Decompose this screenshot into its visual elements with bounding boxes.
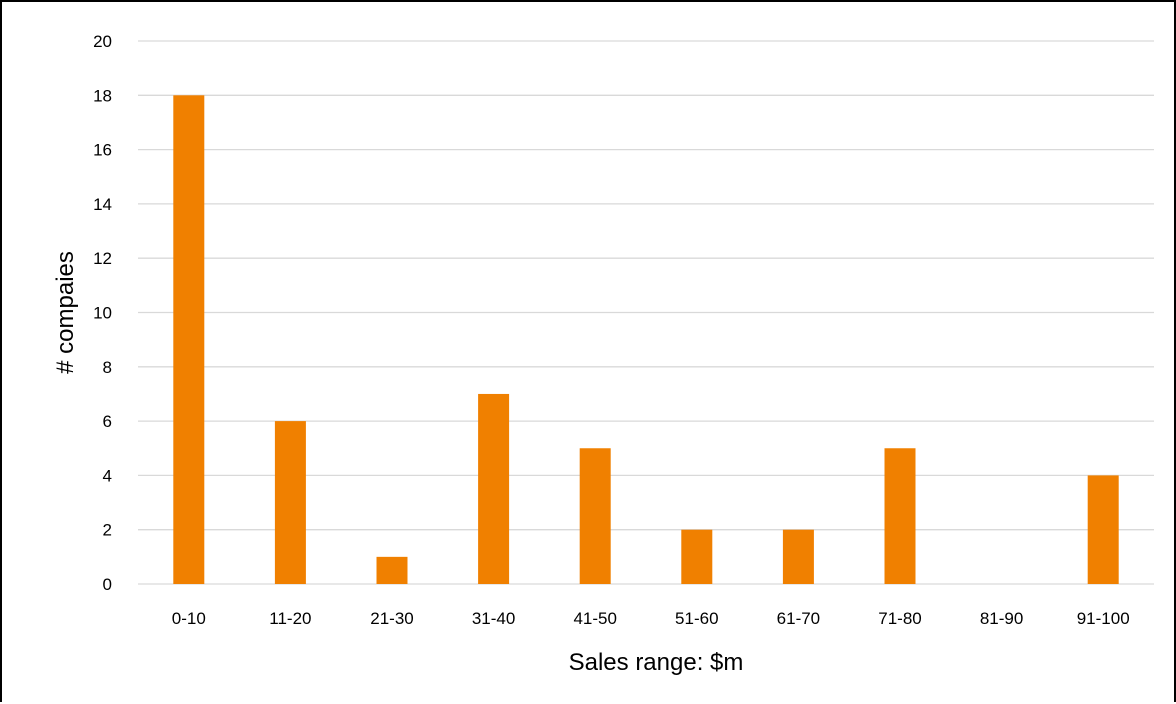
bar-61-70 <box>782 529 814 584</box>
bar-21-30 <box>376 556 408 584</box>
y-tick-label: 0 <box>103 575 112 594</box>
x-tick-label: 81-90 <box>980 609 1023 628</box>
bar-51-60 <box>681 529 713 584</box>
y-tick-label: 18 <box>93 86 112 105</box>
y-tick-label: 8 <box>103 358 112 377</box>
x-axis-ticks: 0-10 11-20 21-30 31-40 41-50 51-60 61-70 71-80 8… <box>172 609 1130 628</box>
x-tick-label: 71-80 <box>878 609 921 628</box>
y-tick-label: 20 <box>93 32 112 51</box>
y-tick-label: 2 <box>103 521 112 540</box>
bar-0-10 <box>173 95 205 585</box>
y-tick-label: 14 <box>93 195 112 214</box>
y-tick-label: 12 <box>93 249 112 268</box>
y-axis-ticks: 0 2 4 6 8 10 12 14 16 18 20 <box>93 32 112 594</box>
y-tick-label: 16 <box>93 141 112 160</box>
x-tick-label: 11-20 <box>269 609 311 628</box>
y-tick-label: 4 <box>103 466 112 485</box>
x-tick-label: 91-100 <box>1077 609 1130 628</box>
y-tick-label: 10 <box>93 304 112 323</box>
x-tick-label: 51-60 <box>675 609 718 628</box>
y-axis-title: # compaies <box>52 251 79 374</box>
bar-41-50 <box>579 448 611 584</box>
x-tick-label: 31-40 <box>472 609 515 628</box>
bar-91-100 <box>1087 475 1119 584</box>
bar-71-80 <box>884 448 916 584</box>
bars <box>173 95 1119 585</box>
x-axis-title: Sales range: $m <box>569 649 744 676</box>
x-tick-label: 0-10 <box>172 609 206 628</box>
y-tick-label: 6 <box>103 412 112 431</box>
x-tick-label: 41-50 <box>573 609 616 628</box>
bar-11-20 <box>274 421 306 584</box>
x-tick-label: 21-30 <box>370 609 413 628</box>
x-tick-label: 61-70 <box>777 609 820 628</box>
bar-31-40 <box>478 393 510 584</box>
gridlines <box>138 40 1154 585</box>
